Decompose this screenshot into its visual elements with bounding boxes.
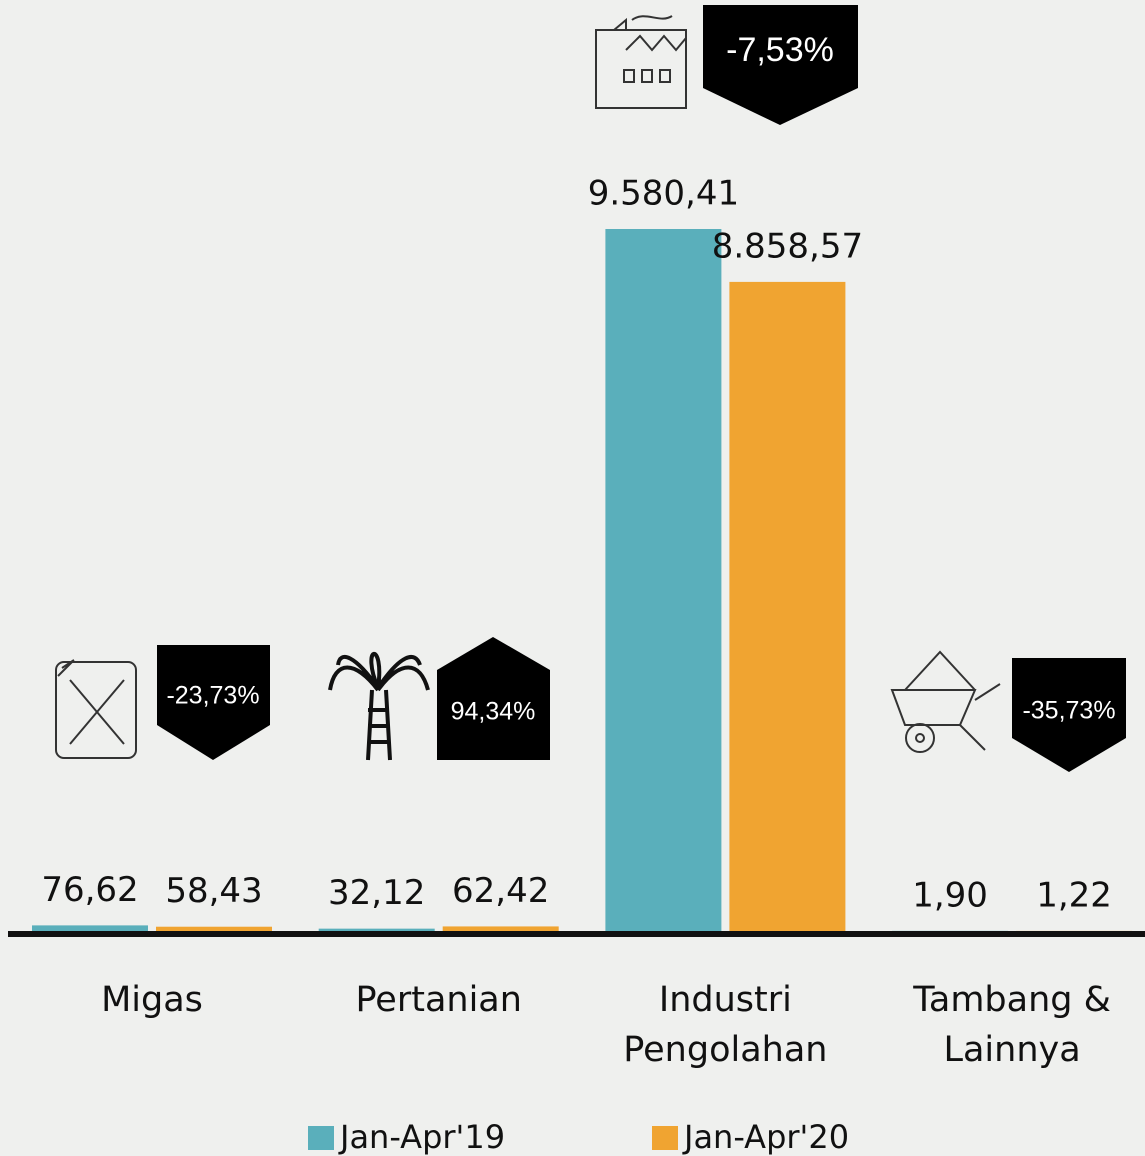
value-label: 76,62 <box>41 870 138 910</box>
legend-swatch <box>308 1126 334 1150</box>
x-tick-label: Industri Pengolahan <box>623 980 828 1070</box>
annotation: -7,53% <box>726 31 834 69</box>
x-tick-label: Tambang & Lainnya <box>913 980 1111 1070</box>
annotation: -35,73% <box>1022 697 1115 725</box>
badge <box>437 637 550 760</box>
value-label: 8.858,57 <box>712 226 863 266</box>
bar <box>442 926 559 931</box>
value-label: 62,42 <box>452 871 549 911</box>
value-label: 1,90 <box>912 875 988 915</box>
bar <box>156 926 272 931</box>
legend-label: Jan-Apr'20 <box>682 1118 849 1156</box>
icon-palm <box>328 651 430 761</box>
legend-label: Jan-Apr'19 <box>338 1118 505 1156</box>
bar <box>318 928 435 931</box>
value-label: 1,22 <box>1036 875 1112 915</box>
bar <box>32 925 148 931</box>
bar <box>605 229 722 931</box>
annotation: -23,73% <box>166 682 259 710</box>
x-tick-label: Pertanian <box>355 980 522 1020</box>
icon-jerrycan <box>55 659 137 759</box>
icon-factory <box>595 15 687 109</box>
value-label: 58,43 <box>165 871 262 911</box>
legend-swatch <box>652 1126 678 1150</box>
value-label: 32,12 <box>328 873 425 913</box>
badge <box>1012 658 1126 772</box>
bar <box>729 281 846 932</box>
icon-wheelbarrow <box>890 650 1001 753</box>
badge <box>157 645 270 760</box>
annotation: 94,34% <box>451 698 536 726</box>
x-tick-label: Migas <box>101 980 203 1020</box>
value-label: 9.580,41 <box>588 174 739 214</box>
badge <box>703 5 858 125</box>
